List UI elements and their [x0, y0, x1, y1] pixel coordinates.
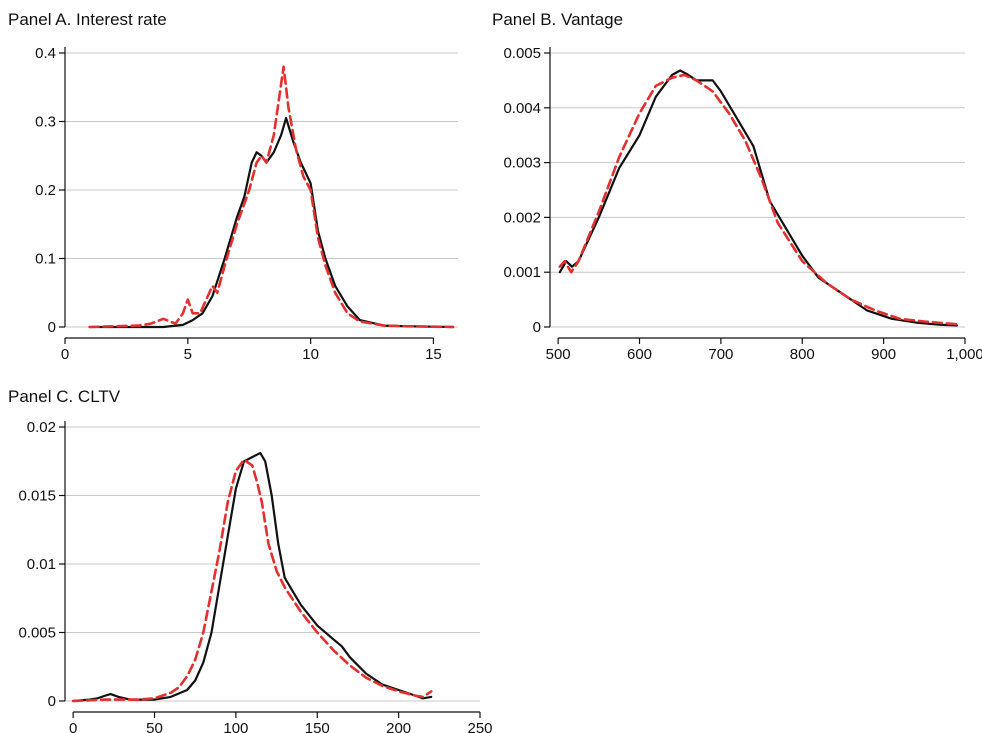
panel-b-x-tick-label: 700 — [708, 346, 733, 363]
panel-b-y-tick-label: 0.001 — [503, 264, 541, 281]
panel-b-x-tick-label: 500 — [546, 346, 571, 363]
panel-b-x-tick-label: 600 — [627, 346, 652, 363]
panel-b-x-tick-label: 900 — [871, 346, 896, 363]
panel-a-x-tick-label: 0 — [61, 346, 69, 363]
panel-c-x-tick-label: 250 — [467, 720, 492, 733]
panel-a-series-solid-black-line — [88, 116, 455, 329]
panel-c-x-tick-label: 0 — [69, 720, 77, 733]
panel-c-y-tick-label: 0.01 — [27, 556, 56, 573]
panel-b-y-tick-label: 0.003 — [503, 155, 541, 172]
panel-c-x-tick-label: 200 — [386, 720, 411, 733]
panel-a-y-tick-label: 0 — [48, 319, 56, 336]
panel-b-title: Panel B. Vantage — [492, 10, 624, 29]
panel-c-y-tick-label: 0.02 — [27, 419, 56, 436]
panel-a-x-tick-label: 5 — [184, 346, 192, 363]
panel-c-y-tick-label: 0.005 — [18, 625, 56, 642]
panel-b-series-dashed-red-line — [558, 73, 959, 326]
panel-a-y-tick-label: 0.1 — [35, 251, 56, 268]
panel-a-x-tick-label: 15 — [425, 346, 442, 363]
panel-c-series-dashed-red-line — [71, 458, 433, 703]
panel-a-title: Panel A. Interest rate — [8, 10, 167, 29]
panel-b-series-solid-black-line — [558, 69, 959, 327]
panel-c-title: Panel C. CLTV — [8, 387, 121, 406]
panel-a-y-tick-label: 0.3 — [35, 114, 56, 131]
panel-b-y-tick-label: 0.005 — [503, 45, 541, 62]
panel-c-x-tick-label: 50 — [146, 720, 163, 733]
panel-b-x-tick-label: 1,000 — [946, 346, 982, 363]
panel-a-y-tick-label: 0.2 — [35, 182, 56, 199]
panel-c-x-tick-label: 100 — [223, 720, 248, 733]
panel-b-y-tick-label: 0.004 — [503, 100, 541, 117]
panel-c-y-tick-label: 0 — [48, 693, 56, 710]
panel-a-x-tick-label: 10 — [302, 346, 319, 363]
panel-b-x-tick-label: 800 — [790, 346, 815, 363]
panel-a-y-tick-label: 0.4 — [35, 45, 56, 62]
panel-c-y-tick-label: 0.015 — [18, 488, 56, 505]
panel-c-x-tick-label: 150 — [305, 720, 330, 733]
panel-c-series-solid-black-line — [71, 451, 433, 703]
panel-a-series-dashed-red-line — [88, 65, 455, 329]
panel-b-y-tick-label: 0 — [533, 319, 541, 336]
panel-b-y-tick-label: 0.002 — [503, 209, 541, 226]
